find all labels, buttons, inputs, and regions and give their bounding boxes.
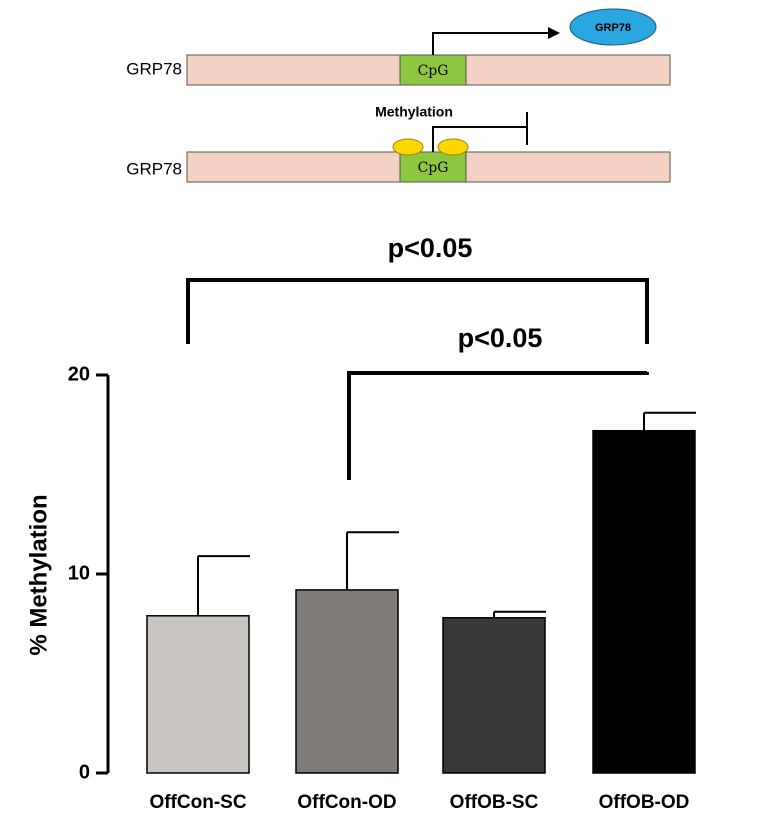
significance-label: p<0.05 [458, 323, 543, 353]
product-ellipse [569, 8, 657, 46]
bar [146, 615, 250, 774]
arrow-head [548, 27, 560, 39]
y-tick-label: 0 [79, 761, 90, 783]
bar [592, 429, 696, 774]
x-tick-label: OffOB-OD [599, 792, 690, 813]
cpg-label: CpG [418, 160, 449, 176]
product-label: GRP78 [595, 22, 631, 34]
cpg-box [399, 151, 467, 183]
significance-bracket [186, 278, 649, 344]
gene-label: GRP78 [126, 159, 182, 178]
x-tick-label: OffCon-OD [297, 792, 396, 813]
plot: 0 10 20 OffCon-SC OffCon-OD OffOB-SC OffOB-OD p… [68, 233, 696, 813]
bar [442, 617, 546, 774]
gene-label: GRP78 [126, 59, 182, 78]
methylation-label: Methylation [375, 104, 453, 120]
significance-label: p<0.05 [388, 233, 473, 263]
blocked-arrow [432, 126, 527, 152]
diagram-methylated: Methylation GRP78 CpG [126, 104, 671, 183]
cpg-box [399, 54, 467, 86]
bar [295, 589, 399, 774]
y-axis-label: % Methylation [25, 494, 52, 655]
methyl-group [392, 138, 424, 156]
methyl-group [437, 138, 469, 156]
y-tick-label: 10 [68, 562, 90, 584]
x-tick-label: OffCon-SC [149, 792, 246, 813]
cpg-label: CpG [418, 63, 449, 79]
diagram-expressed: GRP78 CpG GRP78 [126, 8, 671, 86]
transcription-arrow [432, 32, 552, 55]
y-tick-label: 20 [68, 363, 90, 385]
x-tick-label: OffOB-SC [450, 792, 539, 813]
significance-bracket [347, 371, 649, 480]
